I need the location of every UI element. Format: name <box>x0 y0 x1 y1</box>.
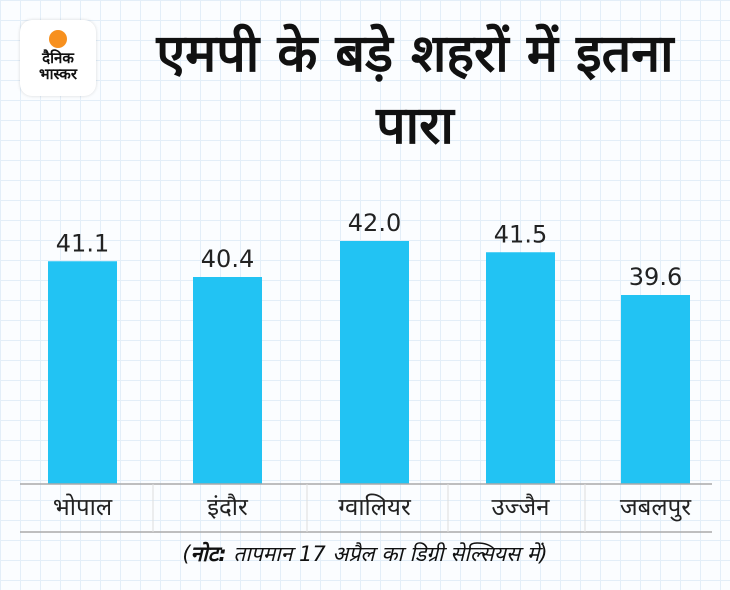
bar <box>621 295 690 484</box>
bar <box>486 252 555 484</box>
chart-note: (नोट: तापमान 17 अप्रैल का डिग्री सेल्सिय… <box>182 542 548 566</box>
category-label: ग्वालियर <box>338 493 411 521</box>
bar <box>193 277 262 484</box>
bar <box>340 241 409 484</box>
chart-title: एमपी के बड़े शहरों में इतना पारा <box>156 24 674 156</box>
category-label: भोपाल <box>52 493 113 521</box>
category-label: इंदौर <box>207 493 248 521</box>
dainik-bhaskar-logo: दैनिक भास्कर <box>20 20 96 96</box>
data-label: 41.5 <box>494 220 547 248</box>
logo-text-2: भास्कर <box>39 65 77 83</box>
data-label: 41.1 <box>56 229 109 257</box>
logo-text-1: दैनिक <box>42 49 74 67</box>
data-label: 42.0 <box>348 209 401 237</box>
sun-icon <box>49 30 67 48</box>
note-text: तापमान 17 अप्रैल का डिग्री सेल्सियस में <box>233 542 540 566</box>
category-label: जबलपुर <box>619 493 692 521</box>
category-label: उज्जैन <box>491 493 550 521</box>
data-label: 39.6 <box>629 263 682 291</box>
bar <box>48 261 117 484</box>
note-label: नोट: <box>190 542 227 566</box>
data-label: 40.4 <box>201 245 254 273</box>
